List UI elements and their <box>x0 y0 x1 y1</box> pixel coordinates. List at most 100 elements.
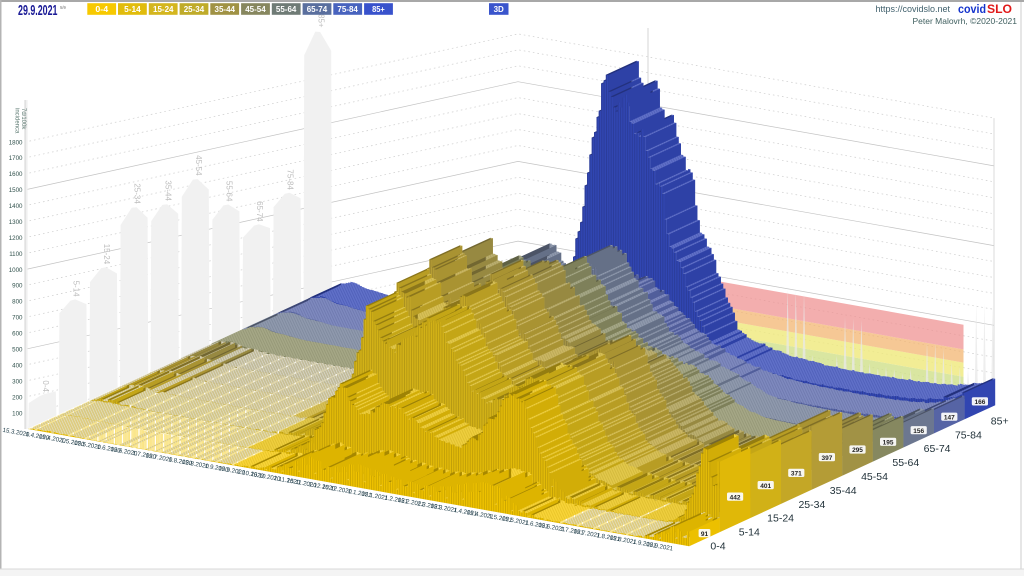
svg-text:35-44: 35-44 <box>215 4 236 14</box>
svg-text:1.9.2021: 1.9.2021 <box>632 539 657 550</box>
svg-text:55-64: 55-64 <box>225 181 234 202</box>
svg-text:401: 401 <box>760 483 771 490</box>
svg-text:200: 200 <box>12 394 23 401</box>
svg-text:85+: 85+ <box>372 4 385 14</box>
svg-text:295: 295 <box>852 447 863 454</box>
svg-text:55-64: 55-64 <box>276 4 297 14</box>
svg-text:5-14: 5-14 <box>72 281 81 298</box>
svg-text:5-14: 5-14 <box>739 527 760 539</box>
svg-text:1000: 1000 <box>9 267 23 274</box>
svg-text:55-64: 55-64 <box>892 457 919 469</box>
svg-text:1.10.2020: 1.10.2020 <box>237 468 265 480</box>
svg-text:15.3.2021: 15.3.2021 <box>430 503 458 515</box>
svg-text:1.11.2020: 1.11.2020 <box>273 475 301 487</box>
svg-text:371: 371 <box>791 471 802 478</box>
svg-text:195: 195 <box>883 440 894 447</box>
svg-text:35-44: 35-44 <box>163 180 172 201</box>
svg-text:1600: 1600 <box>9 171 23 178</box>
svg-text:7d/100k: 7d/100k <box>20 108 26 130</box>
svg-text:covid: covid <box>958 2 986 16</box>
svg-text:25-34: 25-34 <box>184 4 205 14</box>
svg-text:166: 166 <box>974 399 985 406</box>
svg-text:1700: 1700 <box>9 155 23 162</box>
svg-text:1300: 1300 <box>9 219 23 226</box>
svg-text:15.2.2021: 15.2.2021 <box>397 497 425 509</box>
svg-text:1.5.2020: 1.5.2020 <box>60 437 85 448</box>
svg-text:397: 397 <box>821 455 832 462</box>
svg-text:15-24: 15-24 <box>153 4 174 14</box>
svg-text:0-4: 0-4 <box>41 380 50 392</box>
svg-text:400: 400 <box>12 362 23 369</box>
svg-text:1.8.2020: 1.8.2020 <box>168 456 193 467</box>
svg-text:35-44: 35-44 <box>830 485 857 497</box>
svg-text:1.5.2021: 1.5.2021 <box>488 513 513 524</box>
svg-text:1.6.2021: 1.6.2021 <box>524 520 549 531</box>
svg-text:25-34: 25-34 <box>798 499 825 511</box>
svg-text:1200: 1200 <box>9 235 23 242</box>
svg-text:85+: 85+ <box>991 415 1009 427</box>
svg-text:15.9.2020: 15.9.2020 <box>218 465 246 477</box>
svg-text:SLO: SLO <box>987 2 1012 16</box>
svg-text:65-74: 65-74 <box>255 201 264 222</box>
svg-text:1100: 1100 <box>9 251 23 258</box>
svg-text:1.4.2021: 1.4.2021 <box>453 507 478 518</box>
svg-text:5-14: 5-14 <box>124 4 141 14</box>
svg-text:600: 600 <box>12 331 23 338</box>
svg-text:5/9: 5/9 <box>60 5 66 10</box>
svg-text:45-54: 45-54 <box>861 471 888 483</box>
svg-text:https://covidslo.net: https://covidslo.net <box>875 4 950 14</box>
svg-text:0-4: 0-4 <box>95 4 108 14</box>
svg-text:800: 800 <box>12 299 23 306</box>
svg-text:75-84: 75-84 <box>955 429 982 441</box>
svg-text:1500: 1500 <box>9 187 23 194</box>
svg-text:15.5.2020: 15.5.2020 <box>74 440 102 452</box>
svg-text:0-4: 0-4 <box>710 541 725 553</box>
svg-text:25-34: 25-34 <box>133 183 142 204</box>
svg-text:65-74: 65-74 <box>924 443 951 455</box>
svg-text:1.9.2020: 1.9.2020 <box>204 463 229 474</box>
svg-text:29.9.2021: 29.9.2021 <box>18 2 58 19</box>
svg-text:3D: 3D <box>494 5 504 14</box>
svg-text:15.1.2021: 15.1.2021 <box>361 490 389 502</box>
svg-text:85+: 85+ <box>316 14 325 28</box>
svg-text:300: 300 <box>12 378 23 385</box>
svg-text:75-84: 75-84 <box>337 4 358 14</box>
svg-text:100: 100 <box>12 410 23 417</box>
svg-text:15.7.2020: 15.7.2020 <box>145 452 173 464</box>
svg-text:91: 91 <box>701 531 709 538</box>
svg-text:15.4.2021: 15.4.2021 <box>466 509 494 521</box>
svg-text:700: 700 <box>12 315 23 322</box>
svg-text:1.8.2021: 1.8.2021 <box>596 532 621 543</box>
svg-text:1.6.2020: 1.6.2020 <box>96 444 121 455</box>
svg-text:65-74: 65-74 <box>307 4 328 14</box>
svg-text:900: 900 <box>12 283 23 290</box>
svg-text:1400: 1400 <box>9 203 23 210</box>
svg-text:15.9.2021: 15.9.2021 <box>646 541 674 553</box>
svg-text:15.6.2020: 15.6.2020 <box>110 446 138 458</box>
svg-text:15.8.2020: 15.8.2020 <box>181 459 209 471</box>
svg-text:75-84: 75-84 <box>286 169 295 190</box>
svg-text:15.5.2021: 15.5.2021 <box>501 515 529 527</box>
svg-text:1.7.2021: 1.7.2021 <box>560 526 585 537</box>
svg-text:45-54: 45-54 <box>245 4 266 14</box>
svg-text:15.6.2021: 15.6.2021 <box>538 522 566 534</box>
svg-text:1.4.2020: 1.4.2020 <box>25 431 50 442</box>
svg-text:156: 156 <box>913 428 924 435</box>
svg-text:15.8.2021: 15.8.2021 <box>609 534 637 546</box>
svg-text:1.2.2021: 1.2.2021 <box>384 495 409 506</box>
svg-text:147: 147 <box>944 414 955 421</box>
svg-text:1.12.2020: 1.12.2020 <box>308 481 336 493</box>
svg-text:15.7.2021: 15.7.2021 <box>573 528 601 540</box>
svg-text:45-54: 45-54 <box>194 155 203 176</box>
svg-text:1.1.2021: 1.1.2021 <box>347 488 372 499</box>
svg-text:1.3.2021: 1.3.2021 <box>417 500 442 511</box>
svg-text:15.4.2020: 15.4.2020 <box>38 433 66 445</box>
svg-text:15.3.2020: 15.3.2020 <box>2 427 30 439</box>
svg-text:1.7.2020: 1.7.2020 <box>132 450 157 461</box>
svg-text:1800: 1800 <box>9 139 23 146</box>
svg-text:15-24: 15-24 <box>102 244 111 265</box>
svg-text:Peter Malovrh, ©2020-2021: Peter Malovrh, ©2020-2021 <box>912 16 1017 26</box>
svg-text:incidenca: incidenca <box>14 108 20 134</box>
svg-text:442: 442 <box>730 494 741 501</box>
svg-text:15-24: 15-24 <box>767 513 794 525</box>
